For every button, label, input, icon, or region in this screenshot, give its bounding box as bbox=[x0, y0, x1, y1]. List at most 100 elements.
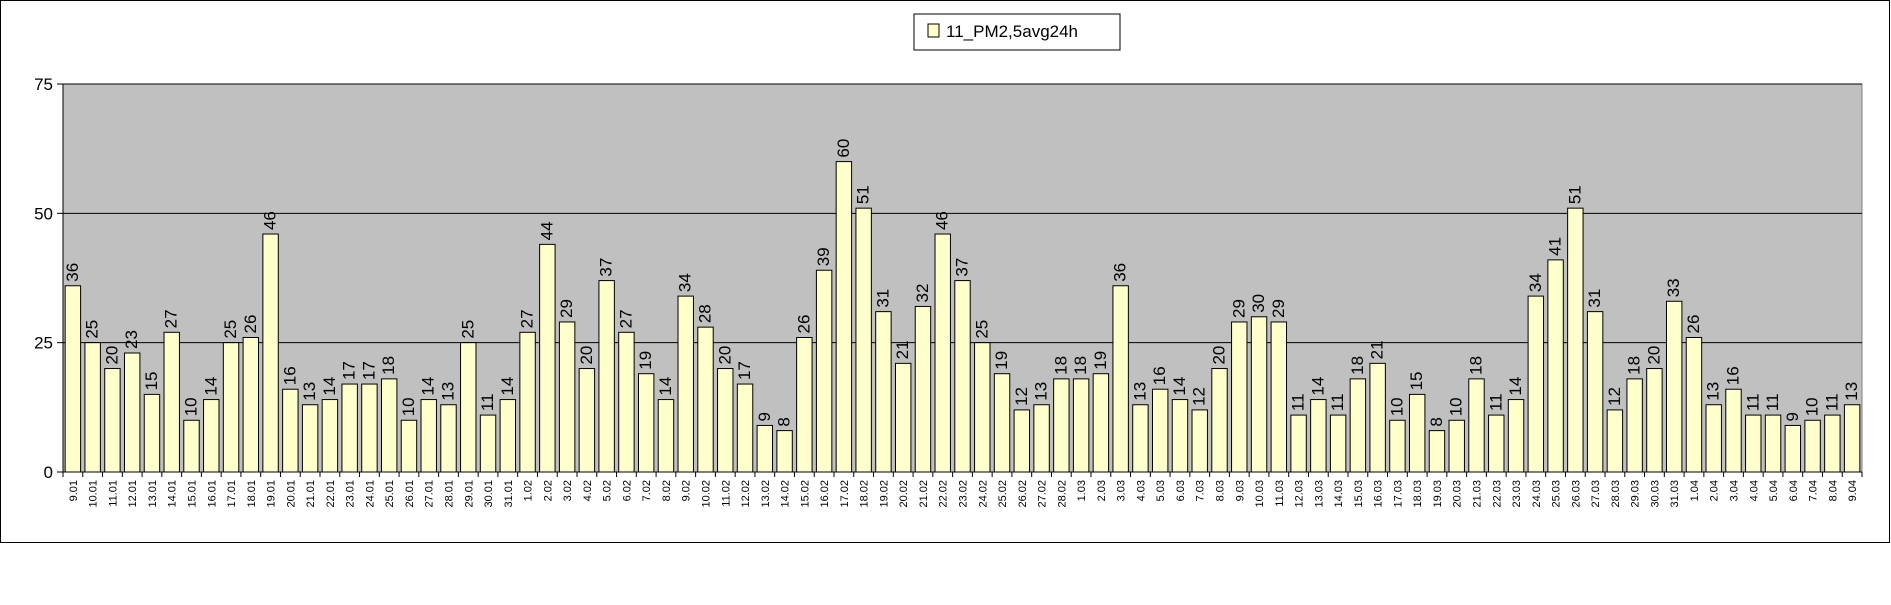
bar bbox=[460, 342, 477, 473]
x-tick-label: 22.03 bbox=[1491, 480, 1503, 508]
bar bbox=[1527, 295, 1545, 473]
x-tick-label: 15.01 bbox=[187, 480, 199, 508]
bar bbox=[1151, 388, 1169, 473]
y-axis: 0 25 50 75 bbox=[34, 75, 64, 482]
data-label: 9 bbox=[755, 412, 774, 421]
data-label: 20 bbox=[102, 346, 121, 365]
bar bbox=[341, 383, 358, 473]
x-tick-label: 9.03 bbox=[1234, 480, 1246, 501]
data-label: 10 bbox=[1387, 397, 1406, 416]
data-label: 46 bbox=[933, 211, 952, 230]
data-label: 16 bbox=[1150, 366, 1169, 385]
bar bbox=[875, 311, 892, 473]
data-label: 36 bbox=[1111, 263, 1130, 282]
data-label: 31 bbox=[873, 289, 892, 308]
data-label: 18 bbox=[1467, 356, 1486, 375]
x-tick-label: 31.03 bbox=[1669, 480, 1681, 508]
data-label: 11 bbox=[1763, 393, 1782, 411]
x-tick-label: 24.02 bbox=[977, 480, 989, 508]
x-tick-label: 12.02 bbox=[740, 480, 752, 508]
x-tick-label: 9.04 bbox=[1847, 480, 1859, 501]
bar bbox=[1843, 404, 1861, 473]
data-label: 14 bbox=[1506, 377, 1525, 396]
x-tick-label: 28.02 bbox=[1056, 480, 1068, 508]
data-label: 20 bbox=[1644, 346, 1663, 365]
x-tick-label: 21.02 bbox=[918, 480, 930, 508]
x-tick-label: 18.01 bbox=[246, 480, 258, 508]
data-label: 13 bbox=[300, 382, 319, 401]
x-tick-label: 4.02 bbox=[582, 480, 594, 501]
x-tick-label: 17.01 bbox=[226, 480, 238, 508]
data-label: 27 bbox=[162, 309, 181, 328]
data-label: 20 bbox=[577, 346, 596, 365]
bar bbox=[637, 373, 655, 473]
data-label: 11 bbox=[1328, 393, 1347, 411]
data-label: 10 bbox=[182, 397, 201, 416]
bar bbox=[1804, 419, 1821, 473]
data-label: 14 bbox=[1170, 377, 1189, 396]
data-label: 8 bbox=[1427, 417, 1446, 426]
data-label: 18 bbox=[1625, 356, 1644, 375]
data-label: 51 bbox=[1565, 185, 1584, 204]
data-label: 60 bbox=[834, 139, 853, 158]
x-tick-label: 16.02 bbox=[819, 480, 831, 508]
data-label: 10 bbox=[399, 397, 418, 416]
x-tick-label: 25.01 bbox=[384, 480, 396, 508]
x-tick-label: 17.02 bbox=[839, 480, 851, 508]
bar bbox=[1764, 414, 1782, 473]
bar bbox=[1231, 321, 1248, 473]
data-label: 37 bbox=[597, 258, 616, 277]
x-tick-label: 28.03 bbox=[1610, 480, 1622, 508]
bar bbox=[1705, 404, 1722, 473]
x-tick-label: 3.02 bbox=[562, 480, 574, 501]
x-tick-label: 7.02 bbox=[641, 480, 653, 501]
x-tick-label: 25.02 bbox=[997, 480, 1009, 508]
bar bbox=[776, 430, 793, 473]
bar bbox=[815, 269, 833, 473]
data-label: 28 bbox=[696, 304, 715, 323]
x-tick-label: 9.02 bbox=[681, 480, 693, 501]
data-label: 34 bbox=[1526, 273, 1545, 292]
x-tick-label: 27.02 bbox=[1037, 480, 1049, 508]
bar bbox=[143, 393, 161, 473]
data-label: 19 bbox=[636, 351, 655, 370]
data-label: 10 bbox=[1447, 397, 1466, 416]
data-label: 11 bbox=[478, 393, 497, 411]
bar bbox=[1092, 373, 1110, 473]
data-label: 18 bbox=[1071, 356, 1090, 375]
bar bbox=[1606, 409, 1624, 473]
bar bbox=[677, 295, 694, 473]
data-label: 15 bbox=[1407, 371, 1426, 390]
bar bbox=[1784, 424, 1802, 473]
data-label: 46 bbox=[261, 211, 280, 230]
bar bbox=[1033, 404, 1050, 473]
bar bbox=[1013, 409, 1031, 473]
bar bbox=[1448, 419, 1465, 473]
data-label: 25 bbox=[972, 320, 991, 339]
x-axis: 9.01 10.01 11.01 12.01 13.01 14.01 15.01 16.01 1… bbox=[62, 471, 1863, 508]
bar bbox=[519, 331, 536, 473]
x-tick-label: 11.03 bbox=[1274, 480, 1286, 507]
data-label: 32 bbox=[913, 284, 932, 303]
data-label: 13 bbox=[439, 382, 458, 401]
data-label: 18 bbox=[1051, 356, 1070, 375]
x-tick-label: 26.01 bbox=[404, 480, 416, 508]
x-tick-label: 26.03 bbox=[1570, 480, 1582, 508]
x-tick-label: 5.04 bbox=[1768, 480, 1780, 501]
bar bbox=[598, 280, 615, 473]
x-tick-label: 22.02 bbox=[938, 480, 950, 508]
bar bbox=[242, 336, 260, 473]
bar bbox=[1507, 399, 1525, 473]
x-tick-label: 3.03 bbox=[1116, 480, 1128, 501]
data-label: 20 bbox=[715, 346, 734, 365]
x-tick-label: 19.03 bbox=[1432, 480, 1444, 508]
x-tick-label: 8.04 bbox=[1827, 480, 1839, 501]
bar bbox=[499, 399, 517, 473]
data-label: 17 bbox=[735, 361, 754, 380]
bar bbox=[84, 342, 101, 473]
data-label: 14 bbox=[419, 377, 438, 396]
bar bbox=[104, 368, 121, 473]
x-tick-label: 1.02 bbox=[523, 480, 535, 501]
y-tick-label: 75 bbox=[34, 75, 53, 94]
